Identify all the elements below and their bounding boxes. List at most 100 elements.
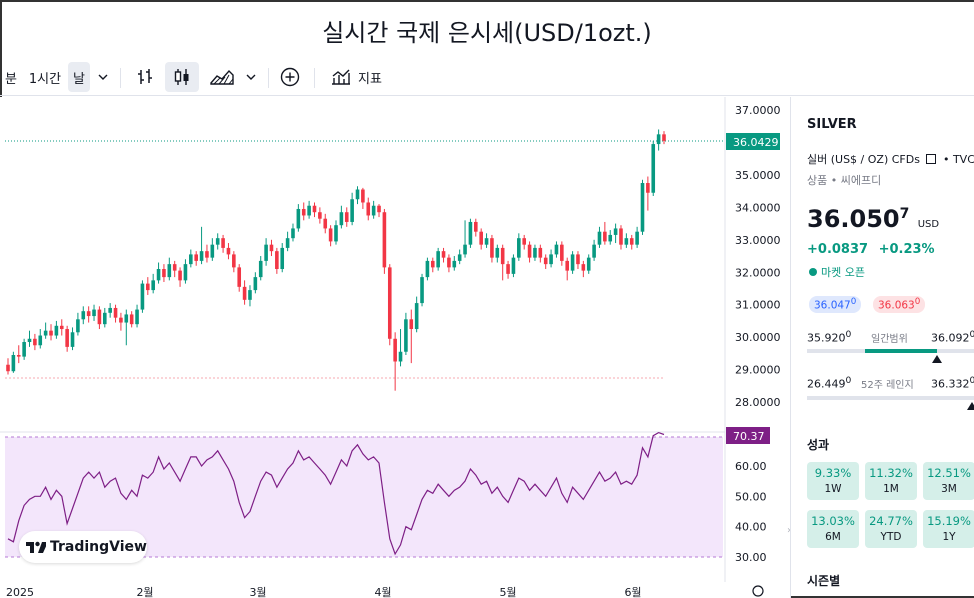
candle-body xyxy=(54,325,59,336)
price-tick-label: 28.0000 xyxy=(735,396,781,409)
candle-body xyxy=(210,244,215,258)
perf-tile-6m[interactable]: 13.03% 6M xyxy=(807,510,859,548)
candle-body xyxy=(355,189,360,200)
candle-body xyxy=(221,238,225,248)
chart-style-dropdown-button[interactable] xyxy=(242,62,260,92)
perf-tile-ytd[interactable]: 24.77% YTD xyxy=(865,510,917,548)
candle-body xyxy=(232,254,236,268)
current-price-tag xyxy=(726,133,780,150)
candle-body xyxy=(81,311,86,320)
tradingview-watermark[interactable]: TradingView xyxy=(19,531,147,563)
price-tick-label: 35.0000 xyxy=(735,169,781,182)
candle-body xyxy=(522,238,526,245)
symbol-name[interactable]: SILVER xyxy=(807,117,857,132)
price-tick-label: 33.0000 xyxy=(735,234,781,247)
candle-body xyxy=(398,351,403,362)
candle-body xyxy=(323,218,328,229)
candle-body xyxy=(404,319,408,352)
time-tick-label: 3월 xyxy=(249,586,266,598)
day-range-label: 일간범위 xyxy=(871,334,908,345)
day-range-marker-icon xyxy=(932,355,942,363)
interval-day-label: 날 xyxy=(73,71,85,87)
price-tick-label: 34.0000 xyxy=(735,201,781,214)
candle-body xyxy=(312,205,317,213)
perf-tile-3m[interactable]: 12.51% 3M xyxy=(923,462,974,500)
candle-body xyxy=(178,270,182,281)
toolbar-divider xyxy=(314,68,315,88)
panel-collapse-handle[interactable]: › xyxy=(787,525,791,536)
time-axis-settings-icon[interactable] xyxy=(752,585,764,597)
day-low-value: 35.920 xyxy=(807,331,846,345)
symbol-description-text: 실버 (US$ / OZ) CFDs xyxy=(807,153,920,166)
interval-day-button[interactable]: 날 xyxy=(68,62,90,92)
symbol-details-panel: SILVER 실버 (US$ / OZ) CFDs • TVC 상품 • 씨에프… xyxy=(790,97,974,598)
week52-low-fraction: 0 xyxy=(845,375,852,386)
bar-chart-style-button[interactable] xyxy=(130,62,160,92)
perf-tile-1y[interactable]: 15.19% 1Y xyxy=(923,510,974,548)
compare-add-button[interactable] xyxy=(276,62,304,92)
candle-body xyxy=(613,228,618,235)
tradingview-logo-icon xyxy=(26,541,46,553)
candle-body xyxy=(549,254,553,265)
candle-body xyxy=(275,251,279,270)
ask-fraction: 0 xyxy=(914,297,921,307)
candle-body xyxy=(517,238,521,258)
candle-body xyxy=(382,212,387,268)
price-chart[interactable]: 37.000036.000035.000034.000033.000032.00… xyxy=(0,97,790,598)
time-tick-label: 6월 xyxy=(624,586,641,598)
perf-tile-1w[interactable]: 9.33% 1W xyxy=(807,462,859,500)
rsi-tick-label: 40.00 xyxy=(735,521,767,534)
candle-body xyxy=(597,231,602,245)
candle-body xyxy=(119,317,123,323)
candle-body xyxy=(162,269,166,278)
candle-chart-style-button[interactable] xyxy=(165,62,199,92)
interval-1h-button[interactable]: 1시간 xyxy=(24,62,66,92)
candle-body xyxy=(301,208,306,216)
candle-body xyxy=(409,319,414,330)
week52-high-value: 36.332 xyxy=(931,377,970,391)
candle-body xyxy=(425,260,430,278)
candle-body xyxy=(285,238,290,248)
interval-dropdown-button[interactable] xyxy=(94,62,112,92)
candle-body xyxy=(592,244,596,258)
candle-body xyxy=(452,260,457,268)
candle-body xyxy=(264,244,268,261)
candle-body xyxy=(307,205,311,216)
perf-value: 12.51% xyxy=(927,466,971,480)
last-price-fraction: 7 xyxy=(899,206,910,222)
time-tick-label: 4월 xyxy=(374,586,391,598)
perf-value: 15.19% xyxy=(927,514,971,528)
plus-circle-icon xyxy=(280,67,300,87)
candle-body xyxy=(97,309,102,325)
candle-body xyxy=(156,269,161,281)
rsi-tick-label: 60.00 xyxy=(735,460,767,473)
candle-body xyxy=(237,267,242,287)
indicators-icon xyxy=(332,69,351,85)
candle-body xyxy=(603,231,607,242)
candle-body xyxy=(334,225,338,242)
rsi-tick-label: 30.00 xyxy=(735,551,767,564)
candle-body xyxy=(226,247,231,255)
interval-1h-label: 1시간 xyxy=(28,71,62,87)
candle-body xyxy=(49,330,53,336)
area-chart-style-button[interactable] xyxy=(205,62,239,92)
candle-body xyxy=(27,338,32,343)
external-link-icon[interactable] xyxy=(926,154,937,164)
indicators-button[interactable]: 지표 xyxy=(324,62,388,92)
perf-label: 3M xyxy=(941,483,957,495)
price-axis: 37.000036.000035.000034.000033.000032.00… xyxy=(735,104,781,409)
candle-body xyxy=(511,257,516,274)
perf-label: 1Y xyxy=(942,531,956,543)
candle-body xyxy=(108,307,112,313)
candle-body xyxy=(6,364,10,372)
candle-body xyxy=(377,205,381,213)
price-tick-label: 32.0000 xyxy=(735,266,781,279)
ask-value: 36.063 xyxy=(878,299,915,312)
perf-tile-1m[interactable]: 11.32% 1M xyxy=(865,462,917,500)
interval-minute-button[interactable]: 분 xyxy=(2,62,20,92)
perf-label: 6M xyxy=(825,531,841,543)
candle-body xyxy=(662,134,666,141)
chevron-down-icon xyxy=(246,74,256,80)
candle-body xyxy=(86,311,91,317)
candle-body xyxy=(194,254,198,261)
